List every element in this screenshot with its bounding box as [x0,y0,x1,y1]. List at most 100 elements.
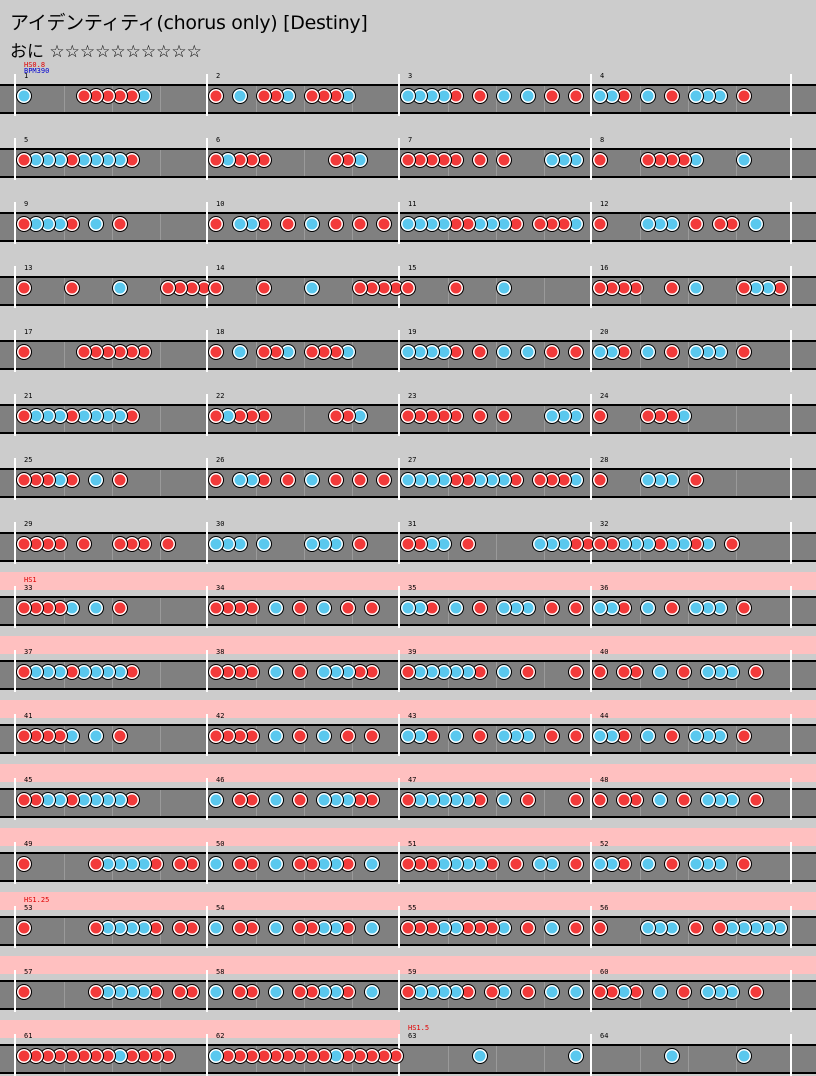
don-note [592,920,608,936]
barline [398,458,400,500]
ka-note [640,600,656,616]
don-note [748,984,764,1000]
don-note [208,728,224,744]
measure-number: 57 [24,968,33,976]
don-note [664,344,680,360]
ka-note [544,920,560,936]
don-note [568,344,584,360]
barline [206,586,208,628]
don-note [328,408,344,424]
ka-note [640,856,656,872]
don-note [64,280,80,296]
ka-note [700,792,716,808]
ka-note [208,856,224,872]
don-note [736,728,752,744]
barline [590,202,592,244]
don-note [376,216,392,232]
barline [790,586,792,628]
measure-number: 51 [408,840,417,848]
measure-number: 41 [24,712,33,720]
ka-note [520,344,536,360]
barline [790,202,792,244]
beat-tick [64,918,65,944]
measure-number: 44 [600,712,609,720]
don-note [376,472,392,488]
barline [14,458,16,500]
barline [398,714,400,756]
measure-number: 26 [216,456,225,464]
don-note [748,664,764,680]
barline [14,138,16,180]
barline [206,714,208,756]
measure-number: 31 [408,520,417,528]
ka-note [496,344,512,360]
don-note [568,920,584,936]
don-note [292,728,308,744]
measure-number: 11 [408,200,417,208]
don-note [160,280,176,296]
don-note [208,280,224,296]
don-note [112,600,128,616]
don-note [160,536,176,552]
measure-number: 48 [600,776,609,784]
ka-note [592,344,608,360]
ka-note [748,216,764,232]
ka-note [400,728,416,744]
ka-note [268,984,284,1000]
beat-tick [160,662,161,688]
don-note [496,152,512,168]
ka-note [304,536,320,552]
don-note [16,600,32,616]
measure-number: 3 [408,72,413,80]
ka-note [688,280,704,296]
don-note [280,472,296,488]
barline [790,970,792,1012]
don-note [688,216,704,232]
don-note [592,152,608,168]
measure-number: 24 [600,392,609,400]
barline [14,330,16,372]
ka-note [316,792,332,808]
barline [790,458,792,500]
ka-note [232,472,248,488]
barline [590,266,592,308]
don-note [520,664,536,680]
barline [206,330,208,372]
don-note [724,536,740,552]
ka-note [88,216,104,232]
ka-note [700,664,716,680]
don-note [208,88,224,104]
ka-note [496,280,512,296]
don-note [748,792,764,808]
barline [398,906,400,948]
measure-number: 7 [408,136,413,144]
barline [590,970,592,1012]
barline [14,522,16,564]
beat-tick [448,1046,449,1072]
ka-note [640,88,656,104]
ka-note [652,664,668,680]
measure-number: 35 [408,584,417,592]
measure-number: 25 [24,456,33,464]
barline [14,1034,16,1076]
difficulty-label: おに ☆☆☆☆☆☆☆☆☆☆ [10,42,202,62]
barline [14,842,16,884]
barline [14,906,16,948]
don-note [16,728,32,744]
ka-note [400,88,416,104]
don-note [88,856,104,872]
hs-band [0,764,816,782]
ka-note [208,1048,224,1064]
barline [206,778,208,820]
don-note [256,88,272,104]
ka-note [652,984,668,1000]
barline [398,586,400,628]
hs-band [0,572,816,590]
barline [398,778,400,820]
don-note [112,216,128,232]
beat-tick [64,342,65,368]
don-note [16,216,32,232]
ka-note [652,792,668,808]
ka-note [544,408,560,424]
ka-note [400,472,416,488]
